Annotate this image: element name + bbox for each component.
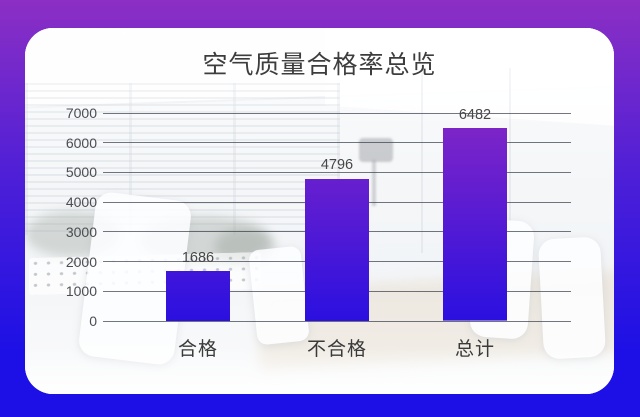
y-axis-tick-label: 3000 — [65, 223, 97, 240]
x-axis-category-label: 总计 — [454, 339, 495, 360]
y-axis-tick-label: 4000 — [65, 194, 97, 211]
bar-不合格 — [305, 178, 369, 321]
bar-value-label: 1686 — [181, 249, 215, 266]
y-axis-tick-label: 0 — [89, 313, 97, 329]
bar-合格 — [166, 270, 230, 321]
y-axis-tick-label: 1000 — [65, 283, 97, 300]
y-axis-tick-label: 2000 — [65, 253, 97, 270]
gridline — [103, 142, 571, 144]
y-axis-tick-label: 7000 — [65, 105, 97, 121]
gridline — [103, 171, 571, 173]
bar-value-label: 6482 — [458, 107, 492, 124]
chart-panel: 空气质量合格率总览 0 1000 2000 3000 4000 5000 6000 7000 1… — [25, 28, 614, 394]
y-axis-tick-label: 5000 — [65, 164, 97, 181]
x-axis-category-label: 合格 — [177, 339, 218, 360]
x-axis-category-label: 不合格 — [306, 339, 367, 360]
chart-title: 空气质量合格率总览 — [202, 51, 437, 79]
gridline — [103, 112, 571, 114]
chart-plot: 0 1000 2000 3000 4000 5000 6000 7000 1686 合格 4796 不… — [66, 105, 571, 360]
bar-总计 — [443, 128, 507, 321]
bar-value-label: 4796 — [320, 157, 354, 174]
gridline — [103, 320, 571, 322]
y-axis-tick-label: 6000 — [65, 134, 97, 151]
